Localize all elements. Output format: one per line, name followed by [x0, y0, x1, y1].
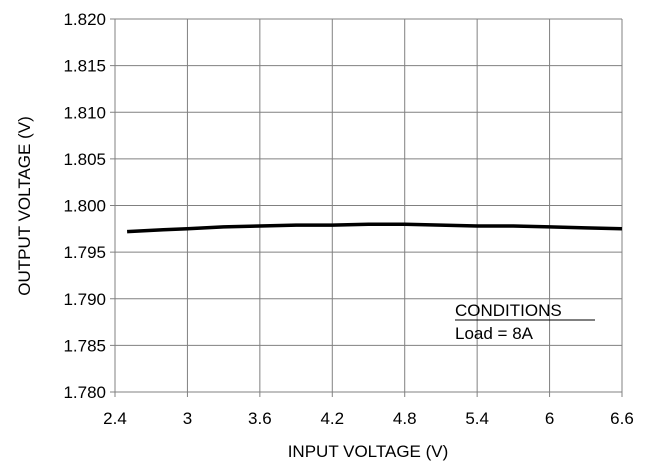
y-tick-label: 1.815 — [63, 57, 106, 76]
y-tick-label: 1.800 — [63, 197, 106, 216]
x-tick-label: 5.4 — [465, 409, 489, 428]
x-axis-title: INPUT VOLTAGE (V) — [288, 442, 449, 461]
y-tick-label: 1.805 — [63, 150, 106, 169]
conditions-heading: CONDITIONS — [455, 301, 562, 320]
y-tick-label: 1.785 — [63, 336, 106, 355]
y-tick-label: 1.820 — [63, 10, 106, 29]
x-tick-label: 4.2 — [320, 409, 344, 428]
series-layer — [127, 222, 623, 234]
x-tick-label: 3.6 — [248, 409, 272, 428]
x-tick-label: 2.4 — [103, 409, 127, 428]
x-tick-label: 6 — [545, 409, 554, 428]
y-tick-label: 1.810 — [63, 103, 106, 122]
y-tick-label: 1.790 — [63, 290, 106, 309]
x-tick-label: 3 — [183, 409, 192, 428]
x-tick-label: 4.8 — [393, 409, 417, 428]
conditions-load: Load = 8A — [455, 324, 534, 343]
tick-labels: 2.4 3 3.6 4.2 4.8 5.4 6 6.6 1.780 1.785 1.790 1.795… — [63, 10, 633, 428]
y-axis-title: OUTPUT VOLTAGE (V) — [15, 116, 34, 295]
grid-lines — [114, 18, 623, 393]
x-tick-label: 6.6 — [610, 409, 634, 428]
series-line — [127, 222, 623, 234]
y-tick-label: 1.795 — [63, 243, 106, 262]
y-tick-label: 1.780 — [63, 383, 106, 402]
conditions-annotation: CONDITIONS Load = 8A — [455, 301, 595, 343]
axes — [110, 18, 623, 397]
